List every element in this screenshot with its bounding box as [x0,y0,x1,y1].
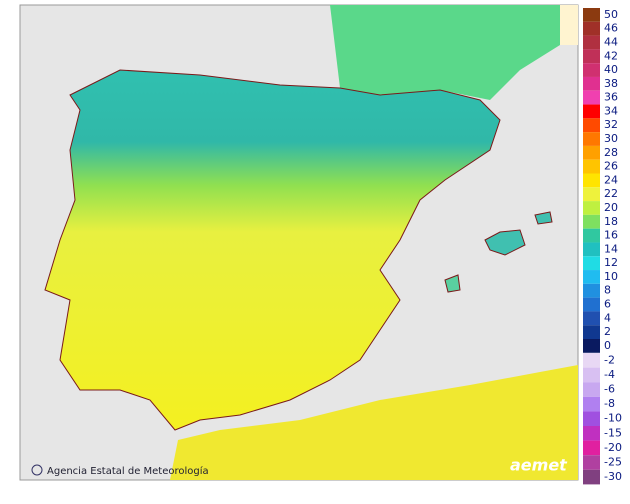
legend-swatch [583,228,600,243]
legend-swatch [583,311,600,326]
legend-label: 42 [604,49,618,62]
legend-swatch [583,242,600,257]
legend-label: 22 [604,187,618,200]
menorca [534,211,553,225]
legend-label: 14 [604,242,618,255]
legend-label: -8 [604,397,615,410]
legend-label: 16 [604,229,618,242]
iberia [44,69,501,431]
legend-label: -6 [604,383,615,396]
legend-swatch [583,283,600,298]
legend-label: 28 [604,146,618,159]
legend-label: 20 [604,201,618,214]
legend-swatch [583,440,600,456]
legend-label: 12 [604,256,618,269]
copyright-icon [31,464,43,476]
legend-label: 2 [604,325,611,338]
legend-label: -10 [604,412,622,425]
legend-swatch [583,21,600,36]
legend-swatch [583,90,600,105]
legend-swatch [583,187,600,202]
legend-swatch [583,469,600,485]
africa [170,365,578,480]
legend-swatch [583,382,600,397]
legend-label: 50 [604,8,618,21]
legend-label: 38 [604,77,618,90]
legend-swatch [583,396,600,412]
legend-label: 8 [604,284,611,297]
legend-swatch [583,63,600,77]
legend-swatch [583,339,600,353]
legend-label: 18 [604,215,618,228]
legend-label: -20 [604,441,622,454]
legend-label: 6 [604,298,611,311]
legend-label: 36 [604,91,618,104]
legend-label: 40 [604,63,618,76]
france [330,5,560,100]
legend-swatch [583,145,600,160]
legend-label: 30 [604,132,618,145]
legend-label: 0 [604,339,611,352]
legend-label: -25 [604,456,622,469]
legend-label: 46 [604,22,618,35]
legend-label: 10 [604,270,618,283]
legend-label: 32 [604,118,618,131]
legend-label: 24 [604,173,618,186]
legend-swatch [583,353,600,368]
legend-swatch [583,411,600,426]
legend-swatch [583,159,600,174]
legend-label: 44 [604,35,618,48]
legend-label: 4 [604,311,611,324]
legend-swatch [583,104,600,119]
legend-swatch [583,325,600,339]
legend-swatch [583,297,600,312]
legend-swatch [583,173,600,188]
ibiza [444,274,461,293]
legend-swatch [583,76,600,91]
legend-swatch [583,118,600,133]
legend-swatch [583,8,600,22]
legend-label: -4 [604,368,615,381]
legend-swatch [583,132,600,146]
legend-swatch [583,270,600,284]
legend-label: 34 [604,104,618,117]
mallorca [484,229,526,256]
legend-swatch [583,426,600,441]
legend-swatch [583,201,600,215]
legend-swatch [583,35,600,50]
legend-label: -30 [604,470,622,483]
legend-swatch [583,256,600,271]
legend-label: -2 [604,353,615,366]
legend-label: -15 [604,426,622,439]
logo: aemet [510,456,568,475]
legend-swatch [583,455,600,470]
legend-swatch [583,214,600,229]
legend-swatch [583,367,600,383]
legend-swatch [583,49,600,64]
legend-label: 26 [604,160,618,173]
agency-name: Agencia Estatal de Meteorología [47,465,209,477]
alps [560,5,578,45]
